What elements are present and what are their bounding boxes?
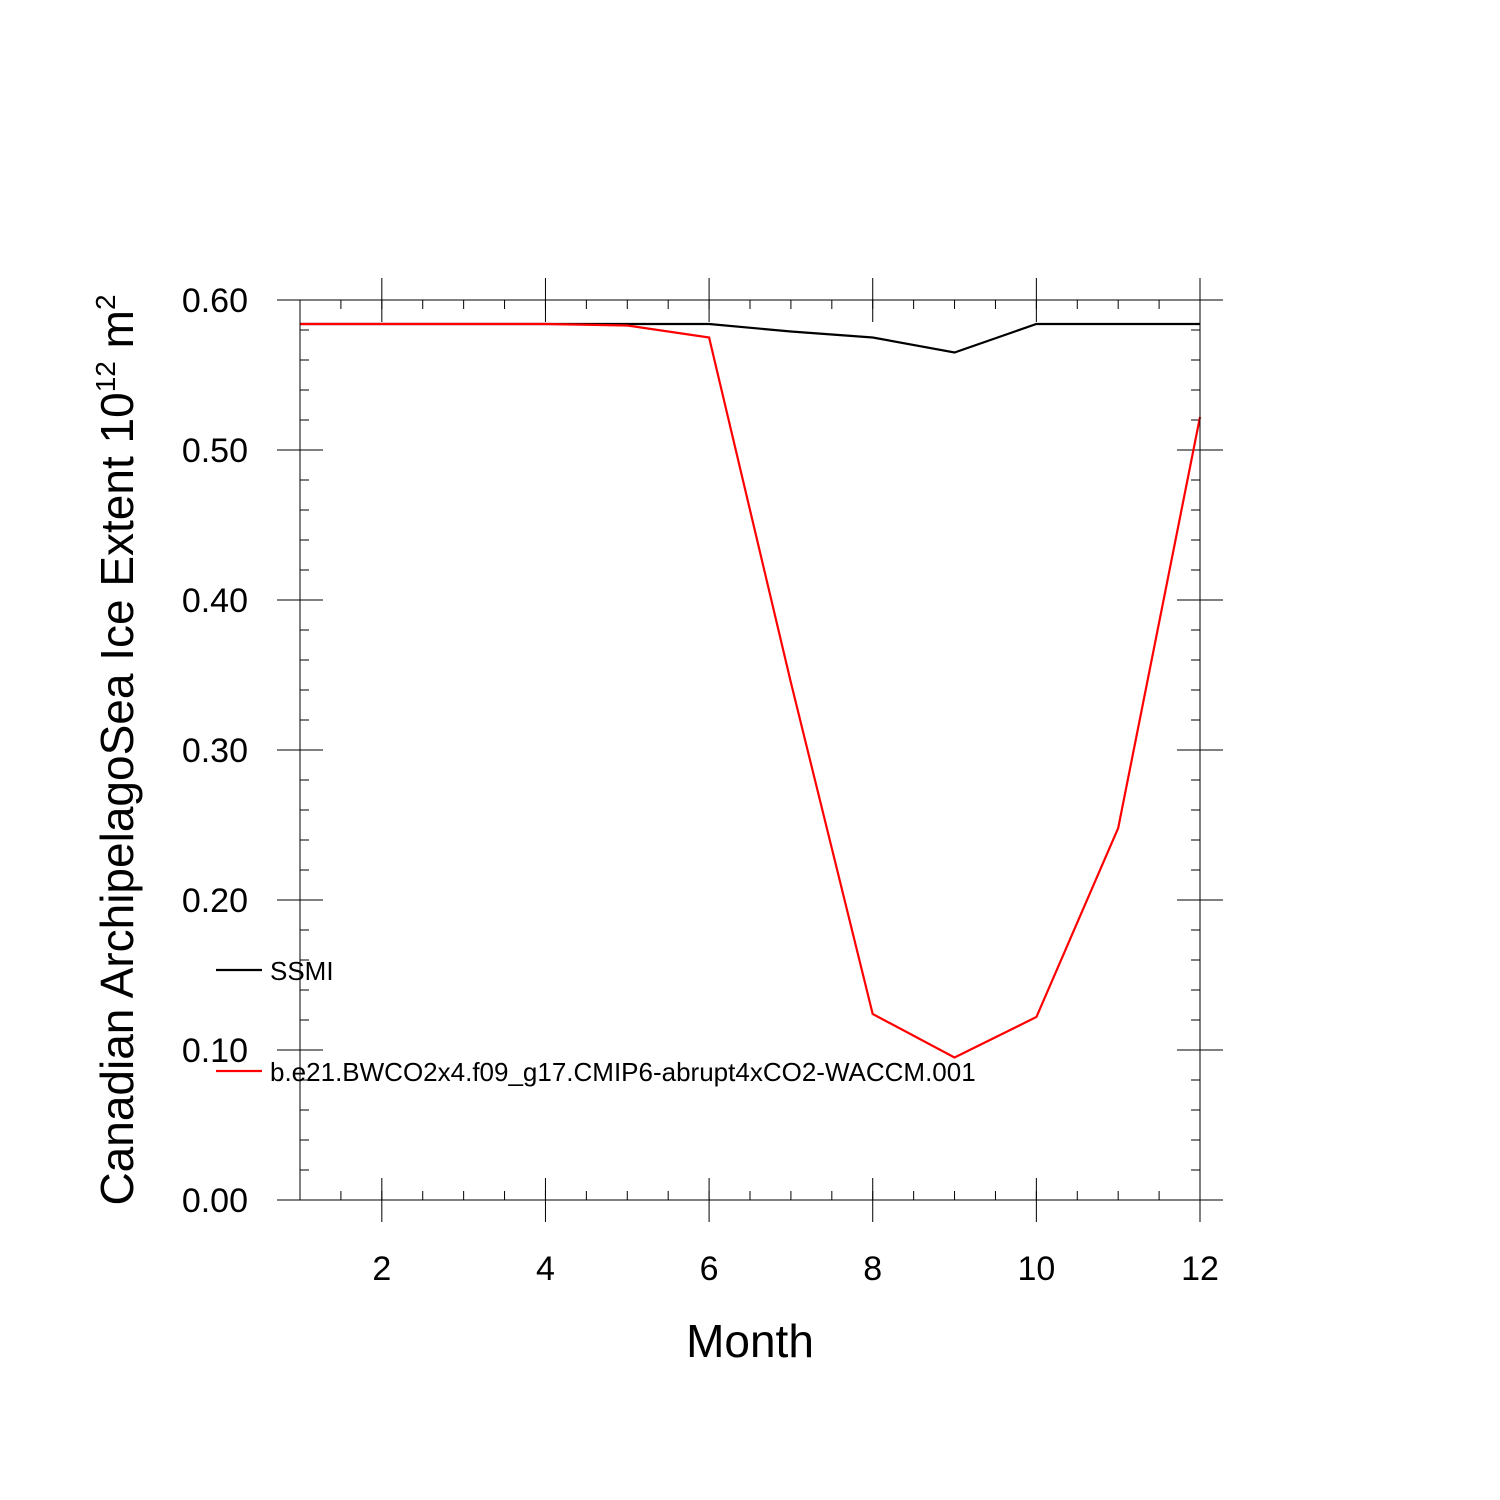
x-tick-labels: 2 4 6 8 10 12: [372, 1250, 1219, 1288]
x-tick-label: 4: [536, 1250, 555, 1288]
y-tick-label: 0.40: [182, 582, 248, 620]
y-tick-label: 0.30: [182, 732, 248, 770]
y-axis-title: Canadian ArchipelagoSea Ice Extent 1012 …: [90, 294, 143, 1205]
x-tick-label: 12: [1181, 1250, 1219, 1288]
y-axis-title-main: Canadian ArchipelagoSea Ice Extent 10: [91, 392, 143, 1205]
series-lines: [300, 322, 1202, 1059]
y-tick-label: 0.10: [182, 1032, 248, 1070]
y-tick-labels: 0.00 0.10 0.20 0.30 0.40 0.50 0.60: [182, 282, 248, 1220]
x-tick-label: 2: [372, 1250, 391, 1288]
x-tick-label: 6: [700, 1250, 719, 1288]
y-axis-title-unit-exponent: 2: [90, 294, 121, 310]
series-line-2: [300, 322, 1202, 1059]
y-tick-label: 0.00: [182, 1182, 248, 1220]
series-line-1: [300, 322, 1200, 354]
x-axis-title: Month: [686, 1315, 814, 1367]
y-tick-label: 0.60: [182, 282, 248, 320]
x-tick-label: 8: [863, 1250, 882, 1288]
x-tick-label: 10: [1017, 1250, 1055, 1288]
legend-label-2: b.e21.BWCO2x4.f09_g17.CMIP6-abrupt4xCO2-…: [270, 1057, 976, 1087]
y-tick-label: 0.20: [182, 882, 248, 920]
plot-frame: [299, 299, 1201, 1201]
y-axis-title-exponent: 12: [90, 361, 121, 392]
legend: SSMI b.e21.BWCO2x4.f09_g17.CMIP6-abrupt4x…: [216, 956, 976, 1087]
y-axis-title-unit: m: [91, 310, 143, 361]
legend-label-1: SSMI: [270, 956, 334, 986]
y-tick-label: 0.50: [182, 432, 248, 470]
